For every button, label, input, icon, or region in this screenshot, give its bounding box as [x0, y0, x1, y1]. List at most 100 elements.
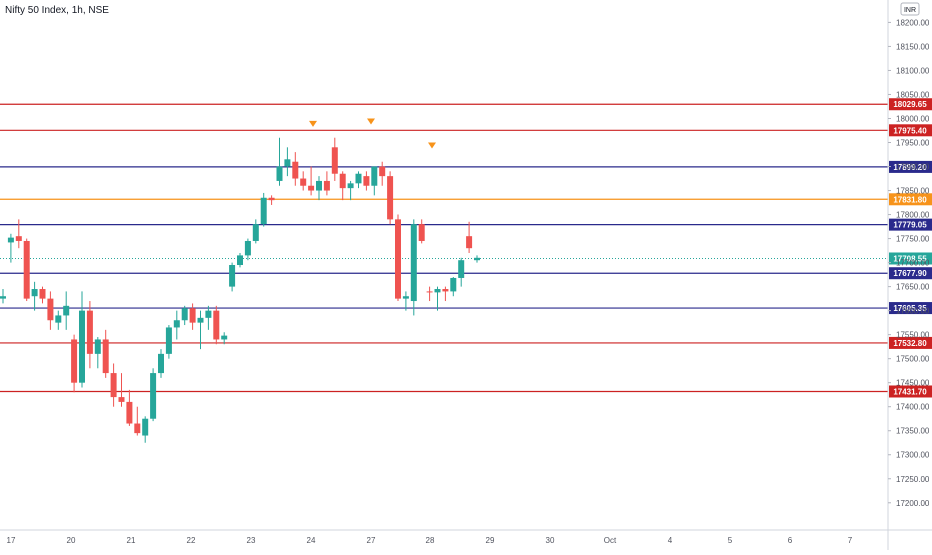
level-label: 17605.35 — [893, 304, 927, 313]
candle-body — [71, 339, 78, 383]
candle-body — [150, 373, 157, 419]
candle-body — [434, 289, 441, 293]
y-tick-label: 17500.00 — [896, 355, 930, 364]
candle-body — [47, 298, 54, 321]
level-label: 17431.70 — [893, 387, 927, 396]
level-label: 17779.05 — [893, 221, 927, 230]
level-label: 17831.80 — [893, 195, 927, 204]
x-tick-label: 6 — [788, 536, 793, 545]
y-tick-label: 17450.00 — [896, 379, 930, 388]
x-tick-label: 4 — [668, 536, 673, 545]
candle-body — [458, 260, 465, 278]
candle-body — [252, 224, 259, 241]
y-tick-label: 17350.00 — [896, 427, 930, 436]
candle-body — [213, 310, 220, 340]
candle-body — [308, 185, 315, 191]
y-tick-label: 18050.00 — [896, 90, 930, 99]
x-tick-label: 20 — [67, 536, 76, 545]
candle-body — [371, 166, 378, 186]
candle-body — [94, 339, 101, 354]
level-badge — [889, 98, 932, 111]
x-tick-label: 5 — [728, 536, 733, 545]
y-tick-label: 17800.00 — [896, 211, 930, 220]
candle-body — [284, 159, 291, 167]
candle-body — [402, 296, 409, 299]
y-tick-label: 17900.00 — [896, 163, 930, 172]
candle-body — [181, 308, 188, 321]
candle-body — [31, 289, 38, 297]
candle-body — [268, 197, 275, 201]
candle-body — [23, 240, 30, 299]
x-tick-label: 28 — [426, 536, 435, 545]
candle-body — [86, 310, 93, 354]
y-tick-label: 17200.00 — [896, 499, 930, 508]
candle-body — [197, 317, 204, 323]
candle-body — [466, 236, 473, 249]
candle-body — [418, 224, 425, 241]
level-label: 17899.20 — [893, 163, 927, 172]
candle-body — [158, 353, 164, 374]
candle-body — [244, 240, 251, 256]
candle-body — [205, 310, 212, 318]
level-label: 17532.80 — [893, 339, 927, 348]
candle-body — [355, 173, 362, 184]
candle-body — [339, 173, 346, 189]
candle-body — [15, 236, 22, 241]
sell-signal-marker — [367, 118, 375, 125]
y-tick-label: 17600.00 — [896, 307, 930, 316]
candle-body — [165, 327, 172, 354]
candle-body — [134, 423, 141, 434]
x-tick-label: 30 — [546, 536, 555, 545]
y-tick-label: 18200.00 — [896, 18, 930, 27]
candle-body — [331, 147, 338, 174]
candle-body — [292, 161, 299, 179]
candle-body — [118, 397, 125, 402]
candle-body — [363, 176, 370, 186]
y-tick-label: 18150.00 — [896, 42, 930, 51]
y-tick-label: 18000.00 — [896, 114, 930, 123]
level-badge — [889, 218, 932, 231]
candle-body — [221, 335, 228, 340]
candle-body — [395, 219, 401, 299]
level-label: 18029.65 — [893, 100, 927, 109]
level-badge — [889, 336, 932, 349]
candle-body — [260, 197, 267, 225]
y-tick-label: 17950.00 — [896, 139, 930, 148]
candle-body — [173, 320, 180, 328]
sell-signal-marker — [428, 142, 436, 149]
candle-body — [316, 180, 322, 191]
y-tick-label: 17400.00 — [896, 403, 930, 412]
y-tick-label: 17550.00 — [896, 331, 930, 340]
candle-body — [142, 418, 149, 436]
x-tick-label: 29 — [486, 536, 495, 545]
y-tick-label: 17700.00 — [896, 259, 930, 268]
level-badge — [889, 252, 932, 265]
level-label: 17708.55 — [893, 254, 927, 263]
candle-body — [55, 315, 62, 323]
y-tick-label: 17850.00 — [896, 187, 930, 196]
candle-body — [426, 291, 433, 293]
candle-body — [379, 166, 386, 177]
candle-body — [300, 178, 307, 186]
candle-body — [63, 305, 70, 316]
candle-body — [7, 237, 14, 243]
y-tick-label: 18100.00 — [896, 66, 930, 75]
level-badge — [889, 385, 932, 398]
currency-label: INR — [904, 7, 916, 14]
sell-signal-marker — [309, 120, 317, 127]
level-badge — [889, 124, 932, 137]
candle-body — [102, 339, 109, 374]
candle-body — [126, 401, 133, 424]
level-label: 17975.40 — [893, 126, 927, 135]
candle-body — [0, 296, 6, 299]
candle-body — [229, 265, 236, 287]
y-tick-label: 17650.00 — [896, 283, 930, 292]
x-tick-label: 17 — [7, 536, 16, 545]
level-badge — [889, 302, 932, 315]
candle-body — [442, 289, 449, 292]
x-tick-label: 27 — [367, 536, 376, 545]
x-tick-label: 22 — [187, 536, 196, 545]
candle-body — [189, 308, 196, 323]
